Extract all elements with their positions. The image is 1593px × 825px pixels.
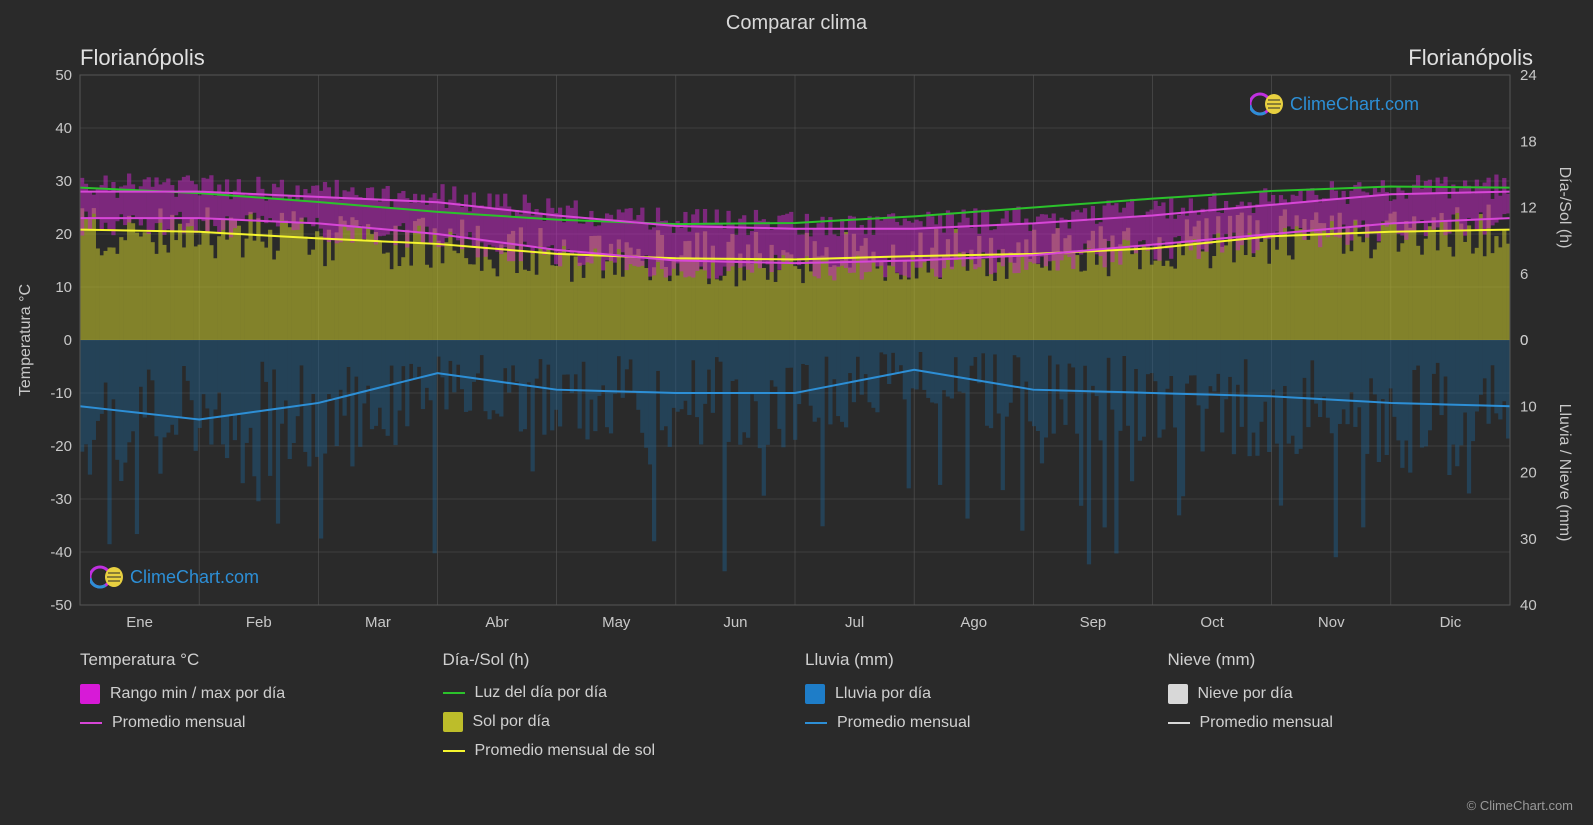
legend-label: Nieve por día [1198,685,1293,703]
svg-text:May: May [602,614,631,631]
svg-text:Nov: Nov [1318,614,1345,631]
climechart-logo-top: ClimeChart.com [1250,90,1419,118]
legend-header: Lluvia (mm) [805,650,1168,670]
legend-label: Promedio mensual [112,714,245,732]
svg-text:Lluvia / Nieve (mm): Lluvia / Nieve (mm) [1556,404,1573,542]
swatch-icon [805,684,825,704]
svg-text:50: 50 [55,67,72,84]
legend-label: Rango min / max por día [110,685,285,703]
swatch-icon [443,750,465,752]
legend-col-temperature: Temperatura °C Rango min / max por día P… [80,650,443,760]
svg-text:18: 18 [1520,133,1537,150]
svg-text:Mar: Mar [365,614,391,631]
legend-item: Promedio mensual de sol [443,742,806,760]
legend-item: Sol por día [443,712,806,732]
svg-text:10: 10 [1520,398,1537,415]
legend-item: Nieve por día [1168,684,1531,704]
svg-text:0: 0 [1520,332,1528,349]
legend-item: Promedio mensual [80,714,443,732]
logo-text: ClimeChart.com [1290,94,1419,115]
legend-col-snow: Nieve (mm) Nieve por día Promedio mensua… [1168,650,1531,760]
swatch-icon [80,722,102,724]
logo-text: ClimeChart.com [130,567,259,588]
legend-item: Promedio mensual [1168,714,1531,732]
svg-text:10: 10 [55,279,72,296]
legend-item: Lluvia por día [805,684,1168,704]
svg-text:Feb: Feb [246,614,272,631]
svg-text:-10: -10 [50,385,72,402]
svg-text:40: 40 [55,120,72,137]
legend: Temperatura °C Rango min / max por día P… [80,650,1530,760]
svg-text:Dic: Dic [1440,614,1462,631]
svg-text:6: 6 [1520,266,1528,283]
swatch-icon [443,692,465,694]
climechart-logo-bottom: ClimeChart.com [90,563,259,591]
svg-text:Jun: Jun [723,614,747,631]
legend-label: Sol por día [473,713,550,731]
copyright-text: © ClimeChart.com [1467,798,1573,813]
svg-text:-20: -20 [50,438,72,455]
svg-text:30: 30 [55,173,72,190]
legend-label: Promedio mensual [837,714,970,732]
swatch-icon [1168,684,1188,704]
legend-item: Luz del día por día [443,684,806,702]
logo-icon [90,563,124,591]
svg-text:Abr: Abr [485,614,508,631]
logo-icon [1250,90,1284,118]
legend-label: Luz del día por día [475,684,608,702]
svg-text:20: 20 [55,226,72,243]
svg-text:12: 12 [1520,200,1537,217]
svg-text:-50: -50 [50,597,72,614]
svg-text:Ene: Ene [126,614,153,631]
svg-text:-40: -40 [50,544,72,561]
svg-text:Oct: Oct [1200,614,1224,631]
legend-header: Día-/Sol (h) [443,650,806,670]
legend-label: Promedio mensual [1200,714,1333,732]
svg-text:Sep: Sep [1080,614,1107,631]
svg-text:20: 20 [1520,465,1537,482]
svg-text:Ago: Ago [960,614,987,631]
legend-header: Nieve (mm) [1168,650,1531,670]
legend-col-daylight: Día-/Sol (h) Luz del día por día Sol por… [443,650,806,760]
legend-label: Promedio mensual de sol [475,742,656,760]
legend-label: Lluvia por día [835,685,931,703]
swatch-icon [1168,722,1190,724]
swatch-icon [805,722,827,724]
swatch-icon [443,712,463,732]
svg-text:24: 24 [1520,67,1537,84]
svg-text:Jul: Jul [845,614,864,631]
svg-text:40: 40 [1520,597,1537,614]
svg-text:30: 30 [1520,531,1537,548]
svg-text:0: 0 [64,332,72,349]
legend-item: Rango min / max por día [80,684,443,704]
svg-text:Día-/Sol (h): Día-/Sol (h) [1556,167,1573,249]
legend-col-rain: Lluvia (mm) Lluvia por día Promedio mens… [805,650,1168,760]
legend-item: Promedio mensual [805,714,1168,732]
svg-text:Temperatura °C: Temperatura °C [17,284,34,396]
swatch-icon [80,684,100,704]
legend-header: Temperatura °C [80,650,443,670]
svg-text:-30: -30 [50,491,72,508]
